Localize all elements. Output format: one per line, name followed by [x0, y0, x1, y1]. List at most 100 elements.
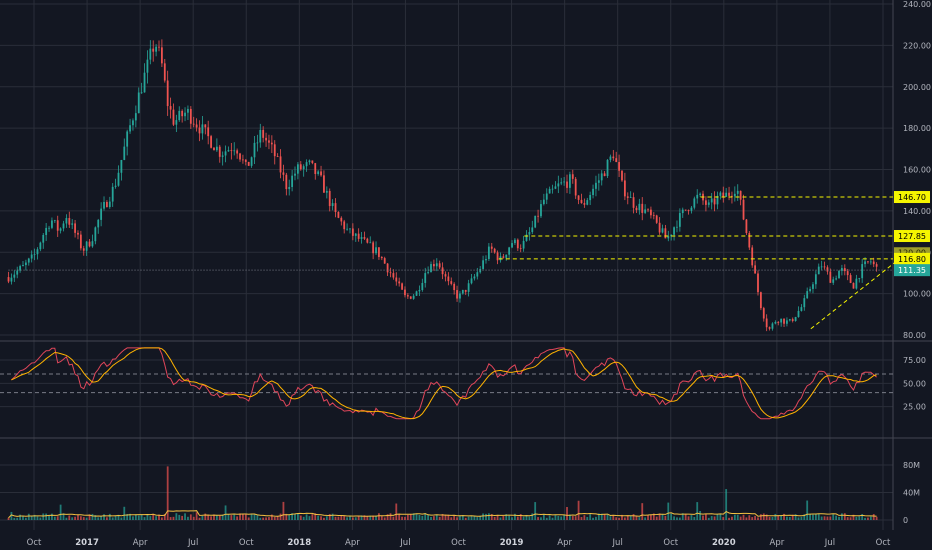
volume-bar	[745, 517, 748, 520]
candle-body	[603, 173, 606, 177]
volume-bar	[479, 515, 482, 520]
candle-body	[456, 290, 458, 299]
volume-bar	[401, 516, 403, 520]
volume-bar	[369, 515, 372, 520]
candle-body	[201, 124, 204, 134]
volume-bar	[554, 515, 557, 520]
candle-body	[861, 264, 864, 279]
volume-bar	[768, 516, 771, 520]
volume-bar	[412, 513, 415, 520]
candle-body	[320, 171, 322, 176]
candle-body	[606, 159, 609, 177]
candle-body	[658, 222, 661, 233]
volume-bar	[265, 517, 267, 520]
candle-body	[181, 110, 184, 117]
candle-body	[143, 72, 146, 93]
candle-body	[375, 247, 377, 254]
volume-bar	[450, 517, 453, 520]
candle-body	[340, 217, 343, 222]
candle-body	[597, 180, 600, 183]
volume-bar	[236, 516, 239, 520]
candle-body	[343, 221, 346, 230]
candle-body	[100, 208, 103, 220]
volume-bar	[68, 515, 71, 520]
volume-bar	[641, 503, 644, 520]
volume-bar	[447, 514, 450, 520]
candle-body	[331, 203, 334, 207]
candle-body	[256, 142, 259, 144]
volume-bar	[791, 514, 794, 520]
candle-body	[296, 164, 299, 174]
candle-body	[441, 267, 444, 275]
volume-bar	[751, 517, 754, 520]
volume-bar	[389, 513, 392, 520]
volume-bar	[592, 517, 594, 520]
volume-bar	[612, 515, 615, 520]
candle-body	[386, 263, 389, 273]
volume-bar	[383, 517, 386, 520]
volume-bar	[841, 513, 843, 520]
candle-body	[650, 209, 652, 216]
candle-body	[45, 227, 48, 235]
volume-bar	[846, 517, 849, 520]
volume-bar	[218, 515, 221, 520]
candle-body	[661, 228, 664, 233]
candle-body	[250, 157, 253, 166]
candle-body	[155, 46, 158, 52]
candle-body	[788, 319, 791, 321]
volume-bar	[542, 514, 545, 520]
candle-body	[7, 277, 10, 282]
volume-bar	[835, 515, 838, 520]
candle-body	[595, 182, 597, 189]
candle-body	[554, 186, 557, 189]
volume-bar	[716, 514, 719, 520]
volume-bar	[152, 513, 155, 520]
volume-bar	[33, 514, 36, 520]
volume-bar	[531, 513, 534, 520]
volume-bar	[858, 516, 861, 520]
volume-bar	[502, 516, 505, 520]
volume-bar	[395, 503, 398, 520]
candle-body	[508, 247, 511, 255]
candle-body	[285, 174, 288, 190]
volume-bar	[499, 517, 502, 520]
candle-body	[184, 112, 186, 117]
volume-bar	[788, 516, 791, 520]
candle-body	[137, 92, 140, 114]
volume-bar	[285, 513, 288, 520]
volume-bar	[832, 514, 835, 520]
candle-body	[467, 283, 470, 292]
volume-bar	[482, 513, 484, 520]
volume-bar	[705, 513, 707, 520]
candle-body	[39, 242, 42, 250]
volume-bar	[812, 514, 814, 520]
candle-body	[713, 198, 716, 205]
volume-bar	[166, 466, 169, 520]
candle-body	[867, 261, 869, 263]
volume-bar	[453, 515, 456, 520]
volume-bar	[114, 515, 117, 520]
candle-body	[354, 233, 357, 236]
volume-bar	[270, 514, 273, 520]
volume-bar	[867, 517, 869, 520]
time-axis-tick-label: Apr	[770, 538, 785, 548]
volume-bar	[843, 513, 846, 520]
price-axis-tick-label: 80.00	[903, 331, 926, 340]
volume-bar	[160, 517, 163, 520]
volume-bar	[826, 516, 829, 520]
volume-bar	[803, 514, 806, 520]
candle-body	[123, 146, 126, 160]
candle-body	[574, 178, 577, 196]
volume-bar	[331, 513, 334, 520]
volume-bar	[516, 516, 519, 520]
volume-bar	[849, 517, 852, 520]
volume-bar	[693, 516, 696, 520]
candle-body	[357, 233, 360, 239]
volume-bar	[736, 514, 739, 520]
volume-bar	[548, 515, 551, 520]
candle-body	[378, 247, 380, 257]
candle-body	[707, 202, 710, 205]
volume-bar	[464, 517, 467, 520]
